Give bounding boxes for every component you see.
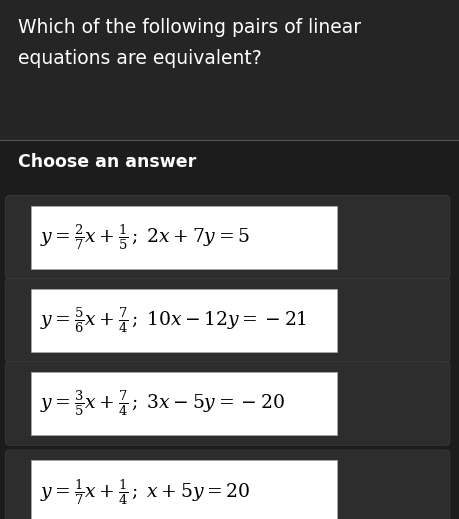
- Text: $y = \frac{2}{7}x + \frac{1}{5}\,;\; 2x + 7y = 5$: $y = \frac{2}{7}x + \frac{1}{5}\,;\; 2x …: [40, 223, 250, 252]
- Text: $y = \frac{1}{7}x + \frac{1}{4}\,;\; x + 5y = 20$: $y = \frac{1}{7}x + \frac{1}{4}\,;\; x +…: [40, 477, 250, 507]
- FancyBboxPatch shape: [31, 372, 336, 435]
- FancyBboxPatch shape: [6, 450, 449, 519]
- Text: equations are equivalent?: equations are equivalent?: [18, 49, 262, 69]
- FancyBboxPatch shape: [6, 196, 449, 279]
- FancyBboxPatch shape: [31, 289, 336, 352]
- Text: $y = \frac{3}{5}x + \frac{7}{4}\,;\; 3x - 5y = -20$: $y = \frac{3}{5}x + \frac{7}{4}\,;\; 3x …: [40, 389, 285, 418]
- FancyBboxPatch shape: [0, 0, 459, 140]
- Text: Choose an answer: Choose an answer: [18, 153, 196, 171]
- Text: $y = \frac{5}{6}x + \frac{7}{4}\,;\; 10x - 12y = -21$: $y = \frac{5}{6}x + \frac{7}{4}\,;\; 10x…: [40, 306, 307, 335]
- FancyBboxPatch shape: [31, 460, 336, 519]
- Text: Which of the following pairs of linear: Which of the following pairs of linear: [18, 18, 361, 37]
- FancyBboxPatch shape: [31, 206, 336, 269]
- FancyBboxPatch shape: [6, 279, 449, 362]
- FancyBboxPatch shape: [6, 362, 449, 445]
